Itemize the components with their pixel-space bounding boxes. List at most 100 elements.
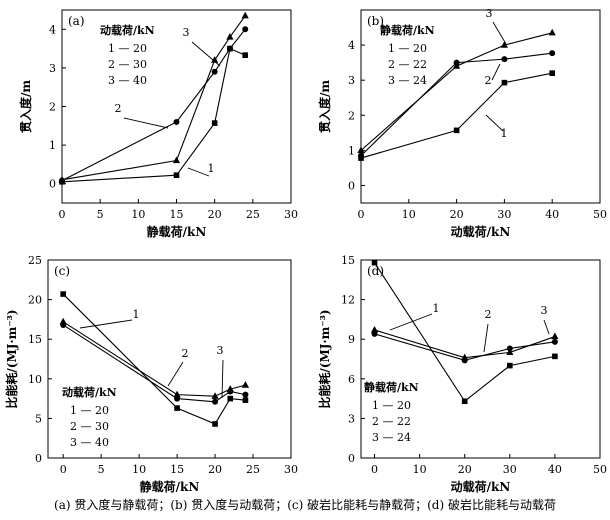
data-point-3 — [500, 41, 508, 48]
series-leader-line-2 — [491, 63, 501, 81]
data-point-3 — [58, 175, 66, 183]
data-point-2 — [501, 56, 508, 63]
series-callout-2: 2 — [485, 74, 492, 87]
legend-entry: 1 — 20 — [108, 42, 147, 55]
data-point-3 — [241, 381, 250, 388]
data-point-1 — [174, 405, 180, 411]
figure-canvas: 0 5 10 15 20 25 3001234静载荷/kN贯入度/m(a)123动载荷/kN… — [4, 7, 607, 494]
x-tick-label: 10 — [402, 208, 416, 221]
x-tick-label: 20 — [208, 463, 222, 476]
x-tick-label: 0 — [358, 208, 365, 221]
series-leader-line-3 — [191, 41, 221, 67]
series-leader-line-3 — [543, 319, 550, 335]
x-tick-label: 10 — [413, 463, 427, 476]
legend-entry: 2 — 22 — [372, 415, 411, 428]
data-point-3 — [211, 392, 219, 399]
series-callout-3: 3 — [183, 26, 190, 39]
y-tick-label: 4 — [49, 23, 56, 36]
x-axis-label: 动载荷/kN — [451, 479, 511, 494]
x-tick-label: 25 — [246, 208, 260, 221]
data-point-3 — [551, 332, 559, 340]
data-point-1 — [242, 52, 248, 58]
plot-frame — [360, 259, 601, 459]
data-point-2 — [173, 118, 180, 125]
panel-label: (c) — [54, 264, 70, 278]
data-point-1 — [211, 120, 218, 126]
series-callout-2: 2 — [182, 347, 189, 360]
x-tick-label: 0 — [59, 208, 66, 221]
data-point-3 — [461, 353, 469, 361]
x-axis-label: 动载荷/kN — [451, 224, 511, 239]
panel-label: (d) — [367, 264, 384, 278]
figure-caption: (a) 贯入度与静载荷；(b) 贯入度与动载荷；(c) 破岩比能耗与静载荷；(d… — [54, 498, 556, 512]
y-tick-label: 2 — [49, 101, 56, 114]
data-point-2 — [211, 68, 218, 75]
y-tick-label: 3 — [49, 62, 56, 75]
series-callout-1: 1 — [208, 162, 215, 175]
y-tick-label: 0 — [348, 179, 355, 192]
y-tick-label: 3 — [348, 74, 355, 87]
x-axis-label: 静载荷/kN — [140, 479, 200, 494]
legend-title: 静载荷/kN — [364, 380, 419, 394]
legend-entry: 3 — 24 — [388, 74, 427, 87]
data-point-2 — [358, 152, 364, 159]
x-tick-label: 30 — [284, 463, 298, 476]
y-axis-label: 比能耗/(MJ·m⁻³) — [317, 309, 332, 408]
y-tick-label: 15 — [28, 333, 42, 346]
x-tick-label: 30 — [503, 463, 517, 476]
series-callout-3: 3 — [486, 7, 493, 20]
data-point-1 — [501, 79, 508, 86]
series-leader-line-1 — [79, 319, 133, 329]
panel-label: (a) — [68, 14, 85, 28]
data-point-1 — [173, 172, 180, 179]
series-leader-line-2 — [167, 361, 184, 387]
data-point-2 — [226, 45, 233, 52]
series-line-1 — [61, 47, 246, 183]
y-tick-label: 1 — [348, 144, 355, 157]
data-point-2 — [212, 398, 219, 405]
data-point-2 — [242, 26, 249, 33]
data-point-2 — [242, 391, 249, 398]
data-point-1 — [453, 127, 460, 134]
x-tick-label: 25 — [246, 463, 260, 476]
series-callout-3: 3 — [217, 344, 224, 357]
x-tick-label: 15 — [170, 463, 184, 476]
legend-entry: 2 — 30 — [70, 420, 109, 433]
y-tick-label: 4 — [348, 39, 355, 52]
legend-title: 动载荷/kN — [62, 385, 117, 399]
y-tick-label: 0 — [49, 178, 56, 191]
x-tick-label: 10 — [131, 208, 145, 221]
series-leader-line-3 — [492, 21, 507, 45]
data-point-3 — [548, 28, 556, 36]
series-line-1 — [360, 72, 553, 159]
chart-panel-4: 0 10 20 30 40 5003691215动载荷/kN比能耗/(MJ·m⁻³)(d)… — [317, 254, 607, 494]
data-point-3 — [357, 146, 365, 153]
legend-entry: 1 — 20 — [70, 404, 109, 417]
legend-entry: 3 — 24 — [372, 431, 411, 444]
panel-label: (b) — [367, 14, 384, 28]
series-line-2 — [360, 52, 553, 157]
data-point-1 — [227, 395, 234, 402]
x-tick-label: 20 — [458, 463, 472, 476]
y-tick-label: 12 — [341, 294, 355, 307]
data-point-1 — [371, 259, 378, 266]
x-tick-label: 30 — [284, 208, 298, 221]
chart-panel-1: 0 5 10 15 20 25 30 0 1 2 3 4 静载荷/kN 贯入度/m (a) 1 2 3 动载荷/kN… — [18, 9, 298, 239]
data-point-3 — [506, 348, 514, 355]
series-callout-2: 2 — [115, 102, 122, 115]
legend-entry: 2 — 22 — [388, 58, 427, 71]
x-tick-label: 40 — [548, 463, 562, 476]
data-point-1 — [461, 398, 468, 405]
data-point-1 — [549, 70, 555, 76]
data-point-3 — [226, 385, 234, 392]
y-tick-label: 25 — [28, 254, 42, 267]
y-tick-label: 0 — [348, 452, 355, 465]
series-callout-2: 2 — [485, 308, 492, 321]
y-axis-label: 比能耗/(MJ·m⁻³) — [4, 309, 19, 408]
legend-entry: 1 — 20 — [372, 399, 411, 412]
y-tick-label: 20 — [28, 294, 42, 307]
y-tick-label: 2 — [348, 109, 355, 122]
x-tick-label: 20 — [450, 208, 464, 221]
x-axis-label: 静载荷/kN — [147, 224, 207, 239]
series-line-2 — [374, 333, 555, 361]
